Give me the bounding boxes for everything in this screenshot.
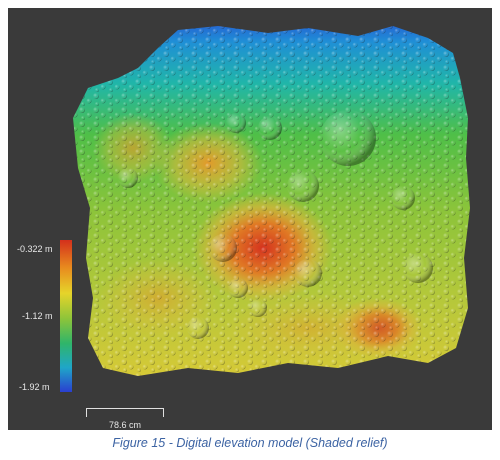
colorbar-min-label: -1.92 m bbox=[19, 382, 50, 392]
colorbar-mid-label: -1.12 m bbox=[22, 311, 53, 321]
scale-bar-label: 78.6 cm bbox=[108, 420, 141, 430]
scale-bar bbox=[86, 408, 164, 417]
figure-caption: Figure 15 - Digital elevation model (Sha… bbox=[112, 436, 388, 450]
elevation-model-image bbox=[73, 26, 470, 376]
elevation-colorbar bbox=[60, 240, 72, 392]
colorbar-max-label: -0.322 m bbox=[17, 244, 53, 254]
dem-viewer[interactable]: -0.322 m -1.12 m -1.92 m 78.6 cm bbox=[8, 8, 492, 430]
